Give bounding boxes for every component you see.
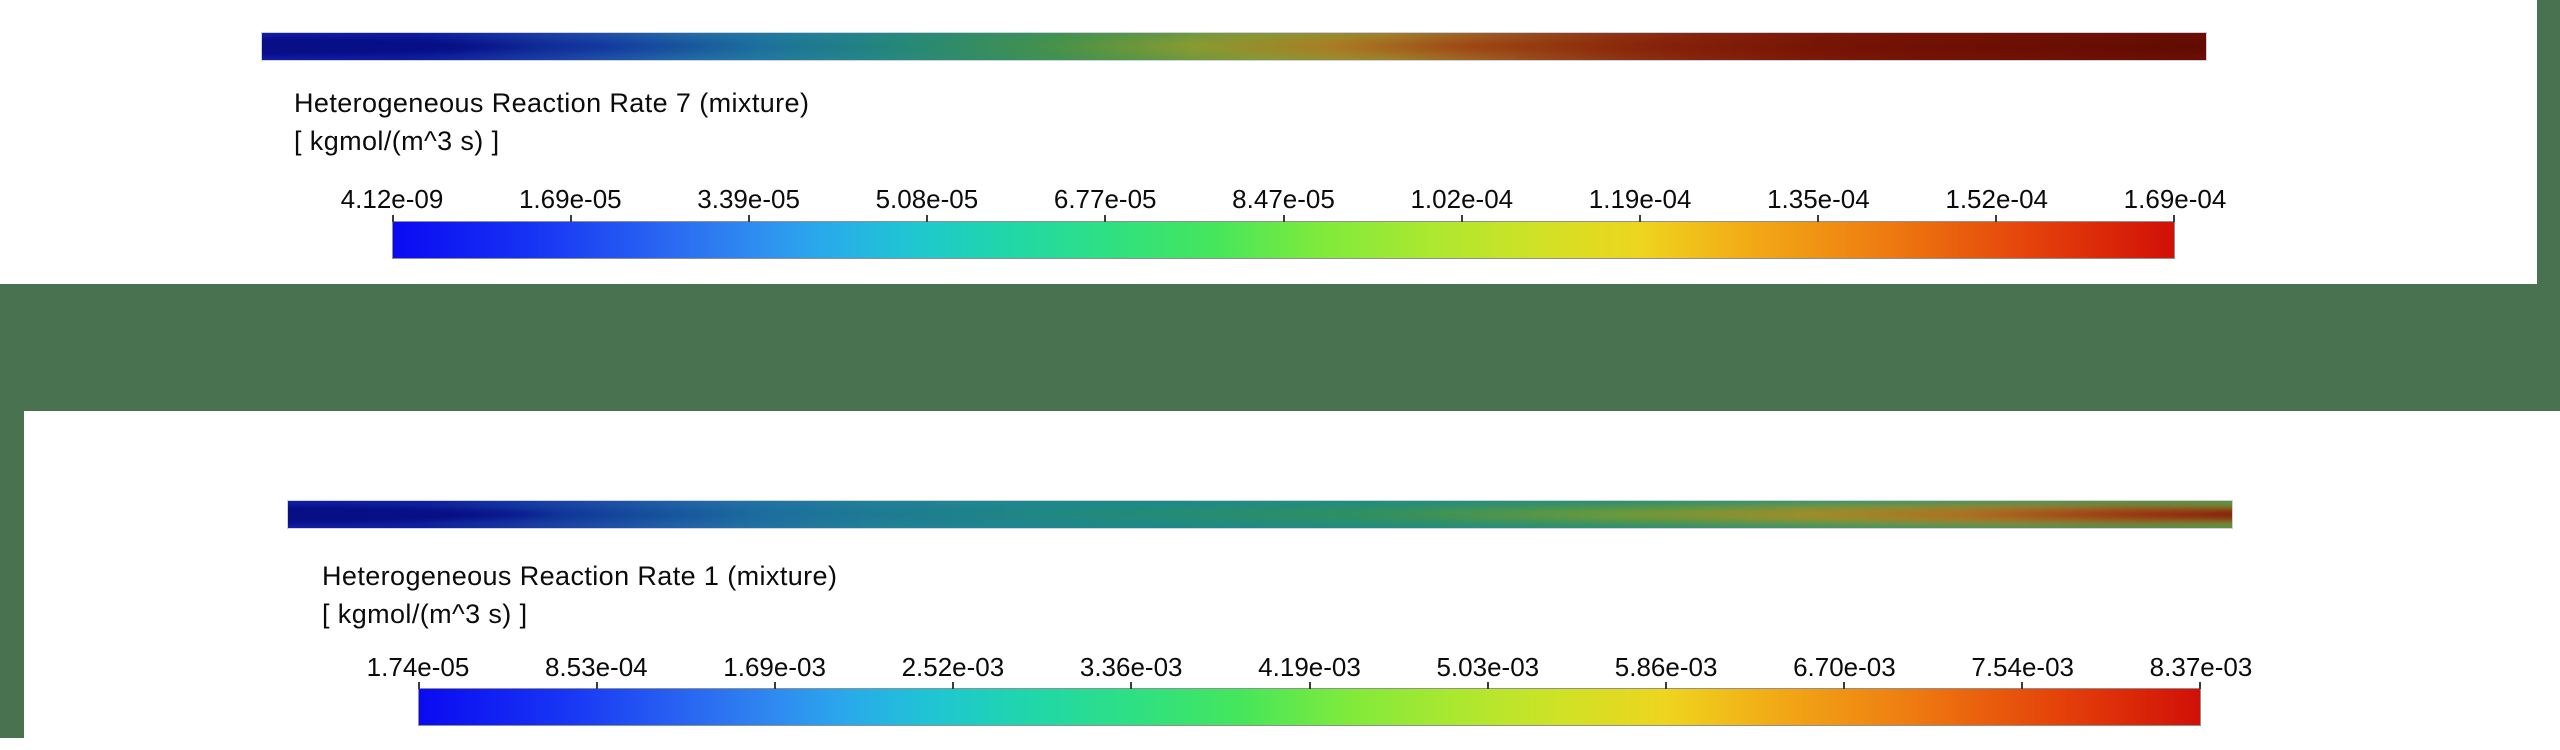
window-sliver (0, 738, 24, 750)
colorbar-tick-label: 8.37e-03 (2149, 652, 2253, 682)
colorbar-tick-label: 5.08e-05 (875, 184, 979, 214)
colorbar-tick-label: 6.70e-03 (1793, 652, 1896, 682)
colorbar-tickmark (1130, 682, 1133, 689)
colorbar-tickmark (1842, 682, 1845, 689)
colorbar-tick-label: 1.69e-03 (723, 652, 826, 682)
colorbar-tick-labels: 4.12e-09 1.69e-05 3.39e-05 5.08e-05 6.77… (341, 184, 2227, 216)
legend-units-line: [ kgmol/(m^3 s) ] (294, 126, 500, 156)
colorbar-tick-label: 1.19e-04 (1588, 184, 1692, 214)
graphics-window-top[interactable]: Heterogeneous Reaction Rate 7 (mixture) … (0, 0, 2537, 284)
colorbar-tick-label: 3.39e-05 (697, 184, 800, 214)
contour-band (262, 33, 2206, 60)
colorbar-tick-label: 4.19e-03 (1258, 652, 1361, 682)
colorbar-tickmark (2173, 215, 2175, 222)
colorbar-gradient (393, 222, 2174, 258)
colorbar-tickmark (2199, 682, 2201, 689)
colorbar-tickmark (1816, 215, 1819, 222)
colorbar-tick-label: 4.12e-09 (340, 184, 444, 214)
colorbar-tickmark (952, 682, 955, 689)
colorbar (418, 682, 2201, 726)
colorbar-tick-label: 8.47e-05 (1232, 184, 1335, 214)
legend-title: Heterogeneous Reaction Rate 7 (mixture) … (294, 84, 809, 160)
colorbar-tick-label: 1.69e-05 (518, 184, 622, 214)
contour-band-core-layer (262, 41, 2206, 52)
colorbar-tick-label: 1.02e-04 (1410, 184, 1514, 214)
graphics-window-bottom[interactable]: Heterogeneous Reaction Rate 1 (mixture) … (24, 411, 2560, 750)
colorbar-tickmark (596, 682, 599, 689)
colorbar-tickmark (1104, 215, 1107, 222)
legend-title-line: Heterogeneous Reaction Rate 1 (mixture) (322, 561, 838, 591)
contour-band (288, 501, 2232, 528)
colorbar-tickmark (1486, 682, 1489, 689)
colorbar-tickmark (392, 215, 394, 222)
contour-band-core-layer (288, 509, 2232, 520)
colorbar-tickmark (1664, 682, 1667, 689)
colorbar-tick-label: 1.35e-04 (1767, 184, 1870, 214)
colorbar-tick-labels: 1.74e-05 8.53e-04 1.69e-03 2.52e-03 3.36… (367, 652, 2253, 684)
colorbar-tickmark (926, 215, 929, 222)
colorbar-tick-label: 1.74e-05 (366, 652, 470, 682)
colorbar-tick-label: 6.77e-05 (1053, 184, 1157, 214)
colorbar-tickmark (2020, 682, 2023, 689)
colorbar-tick-label: 7.54e-03 (1971, 652, 2075, 682)
colorbar-tick-label: 5.03e-03 (1436, 652, 1540, 682)
colorbar-tickmark (1994, 215, 1997, 222)
colorbar-tickmark (1282, 215, 1285, 222)
colorbar-tick-label: 1.69e-04 (2123, 184, 2227, 214)
colorbar-tick-label: 8.53e-04 (544, 652, 648, 682)
colorbar (392, 215, 2175, 259)
colorbar-tickmark (748, 215, 751, 222)
colorbar-tickmark (1308, 682, 1311, 689)
colorbar-tickmark (774, 682, 777, 689)
colorbar-tick-label: 2.52e-03 (901, 652, 1005, 682)
colorbar-tickmark (570, 215, 573, 222)
legend-title: Heterogeneous Reaction Rate 1 (mixture) … (322, 557, 837, 633)
contour-band-inlet-wedge (288, 501, 656, 528)
legend-title-line: Heterogeneous Reaction Rate 7 (mixture) (294, 88, 810, 118)
colorbar-tick-label: 5.86e-03 (1614, 652, 1718, 682)
colorbar-tickmark (1638, 215, 1641, 222)
colorbar-tickmark (418, 682, 420, 689)
colorbar-tick-label: 3.36e-03 (1079, 652, 1183, 682)
contour-band-inlet-wedge (262, 33, 630, 60)
legend-units-line: [ kgmol/(m^3 s) ] (322, 599, 528, 629)
colorbar-tick-label: 1.52e-04 (1945, 184, 2049, 214)
colorbar-gradient (419, 689, 2200, 725)
colorbar-tickmark (1460, 215, 1463, 222)
